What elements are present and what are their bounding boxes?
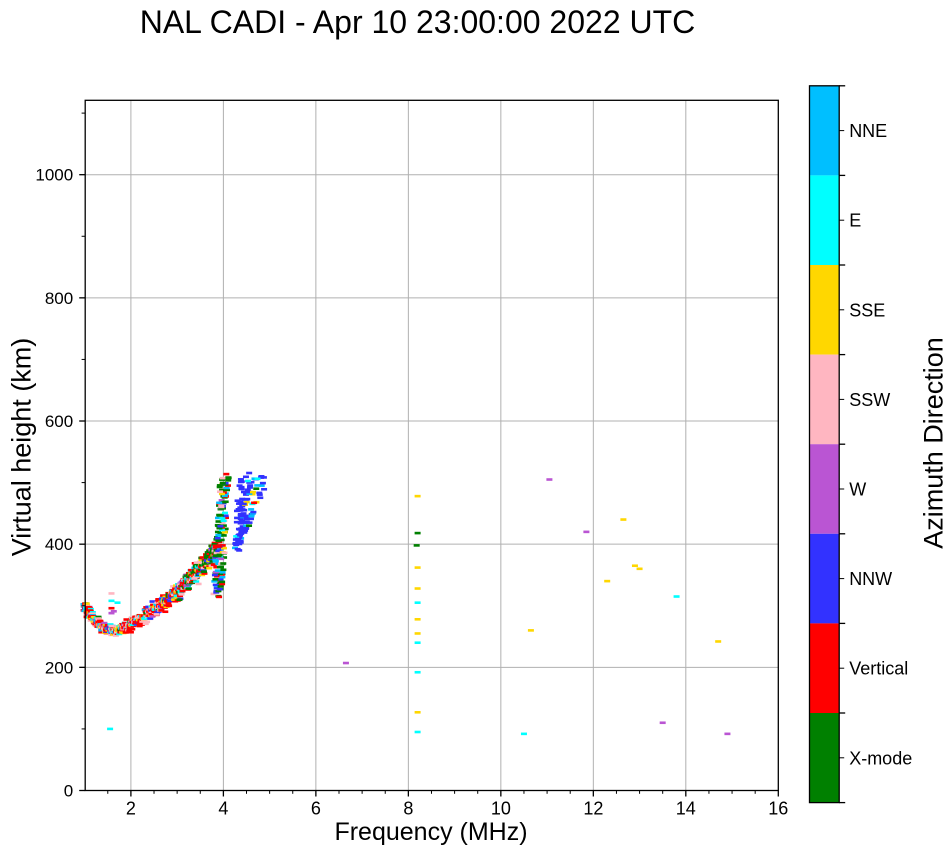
svg-text:0: 0 [64, 782, 73, 801]
svg-text:Vertical: Vertical [849, 659, 908, 679]
svg-text:W: W [849, 480, 866, 500]
svg-text:SSE: SSE [849, 300, 885, 320]
svg-text:X-mode: X-mode [849, 748, 912, 768]
svg-text:16: 16 [768, 799, 788, 819]
svg-text:200: 200 [45, 658, 73, 677]
svg-text:800: 800 [45, 289, 73, 308]
svg-text:NNW: NNW [849, 569, 892, 589]
svg-text:E: E [849, 211, 861, 231]
svg-text:600: 600 [45, 412, 73, 431]
svg-text:4: 4 [218, 799, 228, 819]
svg-text:14: 14 [676, 799, 696, 819]
svg-text:10: 10 [491, 799, 511, 819]
svg-text:400: 400 [45, 535, 73, 554]
svg-text:8: 8 [403, 799, 413, 819]
svg-text:6: 6 [311, 799, 321, 819]
svg-text:1000: 1000 [35, 166, 73, 185]
svg-text:NNE: NNE [849, 121, 887, 141]
svg-text:2: 2 [126, 799, 136, 819]
svg-text:SSW: SSW [849, 390, 890, 410]
svg-text:12: 12 [583, 799, 603, 819]
